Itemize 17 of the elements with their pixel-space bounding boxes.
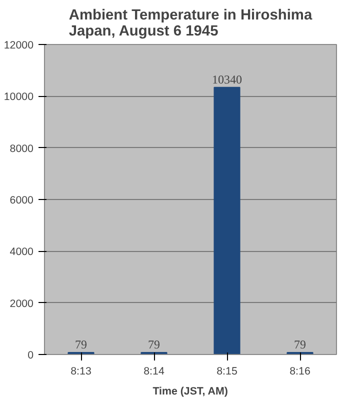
data-label: 79	[294, 337, 306, 352]
data-label: 79	[148, 337, 160, 352]
y-tick-label: 0	[28, 350, 34, 362]
x-axis-title: Time (JST, AM)	[152, 386, 228, 398]
y-tick-label: 6000	[10, 194, 34, 206]
data-label: 79	[75, 337, 87, 352]
y-tick-label: 10000	[4, 91, 34, 104]
y-tick-label: 12000	[4, 40, 34, 52]
x-tick-label: 8:16	[290, 366, 310, 378]
y-tick-label: 2000	[10, 298, 34, 310]
x-tick-label: 8:15	[216, 366, 238, 378]
x-tick-label: 8:14	[144, 366, 164, 378]
x-tick-label: 8:13	[70, 366, 92, 378]
data-label: 10340	[212, 72, 242, 86]
y-tick-label: 8000	[10, 142, 34, 155]
chart-title: Ambient Temperature in Hiroshima Japan, August 6 1945	[68, 8, 313, 40]
y-tick-label: 4000	[10, 246, 34, 258]
